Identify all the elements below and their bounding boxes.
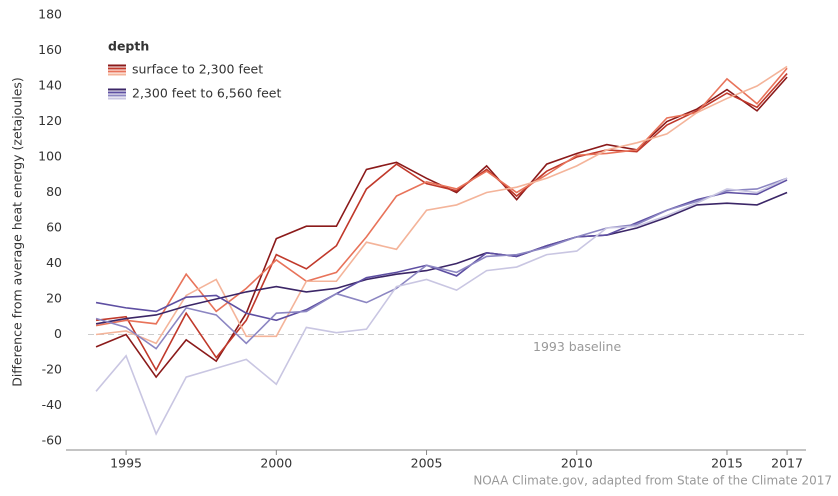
x-tick-label: 2005 <box>411 456 443 471</box>
x-tick-label: 2000 <box>260 456 292 471</box>
y-tick-label: 80 <box>46 184 62 199</box>
source-note: NOAA Climate.gov, adapted from State of … <box>473 474 832 488</box>
y-tick-label: 140 <box>38 78 62 93</box>
y-tick-label: -60 <box>42 433 62 448</box>
y-tick-label: 100 <box>38 149 62 164</box>
y-tick-label: 20 <box>46 291 62 306</box>
y-tick-label: 180 <box>38 7 62 22</box>
series-line <box>95 177 788 436</box>
legend-label: surface to 2,300 feet <box>132 62 263 77</box>
legend-label: 2,300 feet to 6,560 feet <box>132 86 281 101</box>
y-tick-label: -20 <box>42 362 62 377</box>
x-tick-label: 1995 <box>110 456 142 471</box>
y-tick-label: 0 <box>54 326 62 341</box>
y-tick-label: 40 <box>46 255 62 270</box>
series-line <box>95 65 788 345</box>
series-line <box>95 73 788 372</box>
series-line <box>95 177 788 350</box>
y-tick-label: 120 <box>38 113 62 128</box>
series-line <box>95 191 788 325</box>
y-tick-label: -40 <box>42 397 62 412</box>
y-tick-label: 60 <box>46 220 62 235</box>
series-line <box>95 67 788 327</box>
y-axis-label: Difference from average heat energy (zet… <box>10 77 25 387</box>
x-tick-label: 2017 <box>771 456 803 471</box>
series-line <box>95 179 788 322</box>
x-tick-label: 2010 <box>561 456 593 471</box>
baseline-label: 1993 baseline <box>533 339 621 354</box>
x-tick-label: 2015 <box>711 456 743 471</box>
y-tick-label: 160 <box>38 42 62 57</box>
legend-title: depth <box>108 39 149 54</box>
